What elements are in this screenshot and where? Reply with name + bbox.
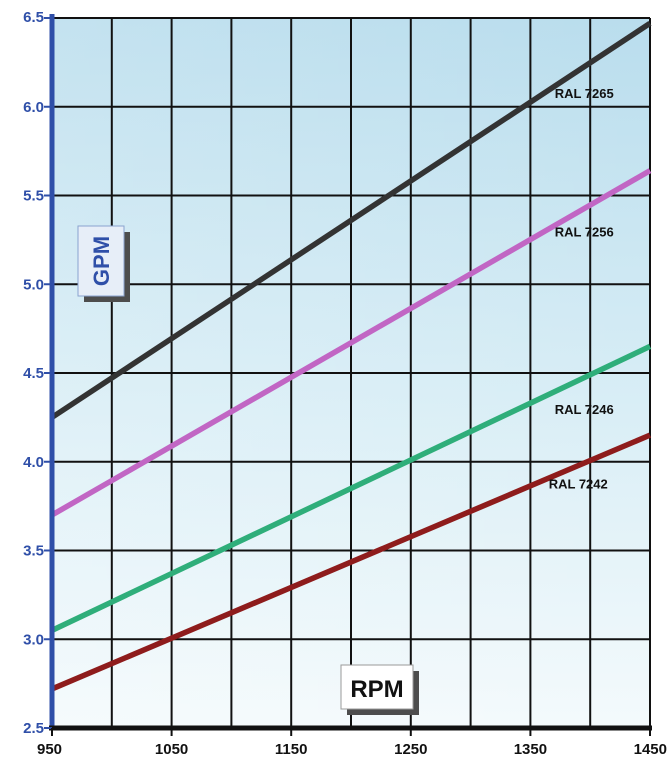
axes [49, 14, 652, 731]
series-labels: RAL 7265 RAL 7256 RAL 7246 RAL 7242 [549, 86, 614, 492]
y-tick-label: 5.0 [23, 276, 44, 293]
x-tick-label: 1050 [155, 741, 188, 758]
y-tick-labels: 2.5 3.0 3.5 4.0 4.5 5.0 5.5 6.0 6.5 [23, 9, 52, 737]
y-tick-label: 6.0 [23, 99, 44, 116]
x-tick-label: 1450 [634, 741, 667, 758]
y-tick-label: 6.5 [23, 9, 44, 26]
grid-lines [52, 17, 651, 728]
y-tick-label: 5.5 [23, 188, 44, 205]
x-axis-title: RPM [350, 676, 403, 703]
y-tick-label: 2.5 [23, 720, 44, 737]
series-label-ral-7242: RAL 7242 [549, 476, 608, 491]
series-label-ral-7256: RAL 7256 [555, 224, 614, 239]
series-line-ral-7265 [50, 21, 652, 420]
x-tick-label: 1150 [275, 741, 308, 758]
y-tick-label: 3.0 [23, 631, 44, 648]
y-tick-label: 4.0 [23, 454, 44, 471]
y-tick-label: 4.5 [23, 365, 44, 382]
y-axis-title-box: GPM [77, 225, 130, 302]
x-axis-title-box: RPM [340, 664, 419, 715]
x-tick-labels: 950 1050 1150 1250 1350 1450 [37, 728, 667, 758]
series-line-ral-7256 [50, 168, 652, 518]
x-tick-label: 1350 [514, 741, 547, 758]
y-tick-label: 3.5 [23, 543, 44, 560]
series-line-ral-7242 [50, 432, 652, 692]
x-tick-label: 1250 [394, 741, 427, 758]
series-label-ral-7265: RAL 7265 [555, 86, 614, 101]
series-line-ral-7246 [50, 343, 652, 633]
y-axis-title: GPM [89, 236, 114, 286]
series-layer [50, 21, 652, 692]
x-tick-label: 950 [37, 741, 62, 758]
series-label-ral-7246: RAL 7246 [555, 402, 614, 417]
